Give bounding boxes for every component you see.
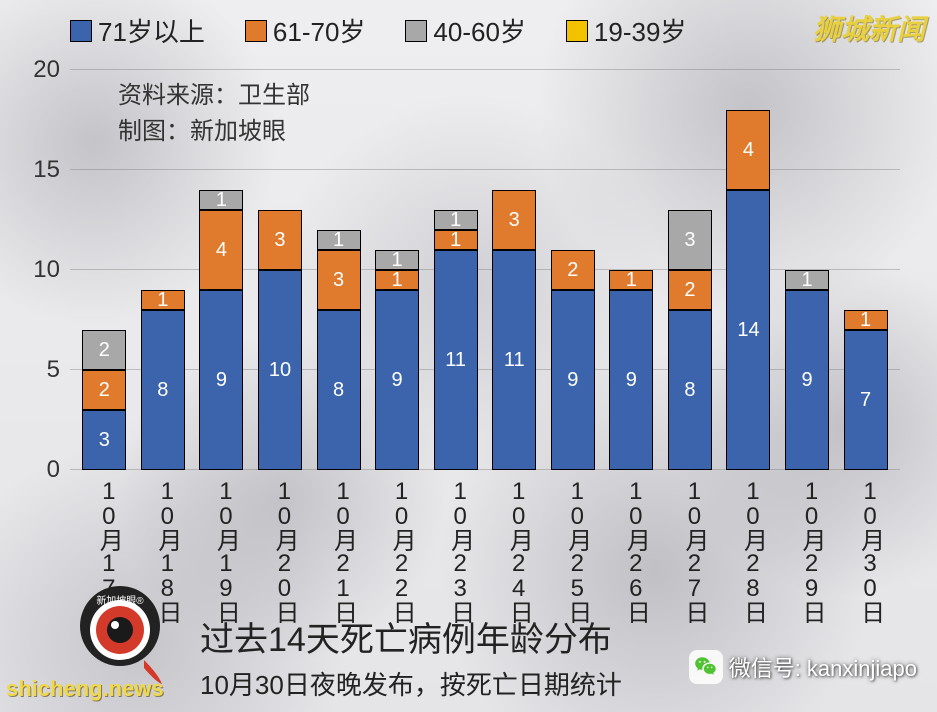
bar-stack: 113 [492, 190, 536, 470]
bar-stack: 92 [551, 250, 595, 470]
legend-item: 61-70岁 [245, 12, 366, 49]
bars-container: 32281941103831911111111392918231449171 [70, 70, 900, 470]
legend-label: 61-70岁 [273, 12, 366, 49]
legend-item: 40-60岁 [405, 12, 526, 49]
bar-stack: 91 [785, 270, 829, 470]
bar-segment: 14 [726, 190, 770, 470]
bar-segment: 8 [141, 310, 185, 470]
chart-title: 过去14天死亡病例年龄分布 [200, 612, 622, 661]
bar-stack: 941 [199, 190, 243, 470]
legend-swatch [70, 20, 92, 42]
x-tick-label: 10月21日 [317, 478, 361, 622]
bar-segment: 1 [785, 270, 829, 290]
bar-segment: 3 [668, 210, 712, 270]
bar-stack: 1111 [434, 210, 478, 470]
x-tick-label: 10月19日 [199, 478, 243, 622]
bar-stack: 71 [844, 310, 888, 470]
x-tick-label: 10月28日 [726, 478, 770, 622]
legend-item: 19-39岁 [566, 12, 687, 49]
chart-subtitle: 10月30日夜晚发布，按死亡日期统计 [200, 665, 622, 702]
bar-stack: 103 [258, 210, 302, 470]
bar-stack: 322 [82, 330, 126, 470]
bar-segment: 9 [785, 290, 829, 470]
bar-segment: 3 [492, 190, 536, 250]
bar-segment: 1 [199, 190, 243, 210]
legend-label: 71岁以上 [98, 12, 205, 49]
bar-segment: 10 [258, 270, 302, 470]
y-tick-label: 20 [33, 56, 60, 84]
legend-label: 19-39岁 [594, 12, 687, 49]
bar-segment: 1 [141, 290, 185, 310]
wechat-watermark: 微信号: kanxinjiapo [689, 650, 917, 684]
legend-swatch [405, 20, 427, 42]
watermark-top-right: 狮城新闻 [813, 8, 925, 48]
y-tick-label: 5 [47, 356, 60, 384]
wechat-label: 微信号: kanxinjiapo [729, 651, 917, 683]
bar-segment: 11 [492, 250, 536, 470]
bar-stack: 81 [141, 290, 185, 470]
bar-stack: 911 [375, 250, 419, 470]
bar-segment: 7 [844, 330, 888, 470]
x-tick-label: 10月30日 [844, 478, 888, 622]
x-tick-label: 10月25日 [551, 478, 595, 622]
chart-plot-area: 05101520 3228194110383191111111139291823… [70, 70, 900, 470]
x-tick-label: 10月27日 [668, 478, 712, 622]
bar-segment: 9 [375, 290, 419, 470]
x-axis-labels: 10月17日10月18日10月19日10月20日10月21日10月22日10月2… [70, 478, 900, 622]
legend-swatch [245, 20, 267, 42]
title-block: 过去14天死亡病例年龄分布 10月30日夜晚发布，按死亡日期统计 [200, 612, 622, 702]
bar-segment: 2 [82, 330, 126, 370]
legend-swatch [566, 20, 588, 42]
x-tick-label: 10月29日 [785, 478, 829, 622]
legend: 71岁以上 61-70岁 40-60岁 19-39岁 [70, 12, 686, 49]
bar-stack: 823 [668, 210, 712, 470]
legend-item: 71岁以上 [70, 12, 205, 49]
x-tick-label: 10月20日 [258, 478, 302, 622]
bar-segment: 9 [199, 290, 243, 470]
bar-segment: 2 [551, 250, 595, 290]
bar-segment: 2 [668, 270, 712, 310]
bar-segment: 9 [609, 290, 653, 470]
bar-stack: 831 [317, 230, 361, 470]
y-tick-label: 10 [33, 256, 60, 284]
x-tick-label: 10月22日 [375, 478, 419, 622]
bar-segment: 3 [317, 250, 361, 310]
bar-segment: 1 [609, 270, 653, 290]
bar-segment: 11 [434, 250, 478, 470]
y-tick-label: 15 [33, 156, 60, 184]
bar-segment: 4 [199, 210, 243, 290]
bar-segment: 2 [82, 370, 126, 410]
wechat-icon [689, 650, 723, 684]
legend-label: 40-60岁 [433, 12, 526, 49]
bar-segment: 9 [551, 290, 595, 470]
x-tick-label: 10月24日 [492, 478, 536, 622]
bar-segment: 1 [375, 270, 419, 290]
y-tick-label: 0 [47, 456, 60, 484]
bar-segment: 1 [317, 230, 361, 250]
bar-segment: 1 [375, 250, 419, 270]
bar-segment: 8 [317, 310, 361, 470]
x-tick-label: 10月26日 [609, 478, 653, 622]
bar-segment: 1 [434, 210, 478, 230]
bar-segment: 3 [258, 210, 302, 270]
watermark-bottom-left: shicheng.news [6, 676, 164, 702]
bar-segment: 4 [726, 110, 770, 190]
bar-stack: 91 [609, 270, 653, 470]
bar-segment: 1 [844, 310, 888, 330]
bar-stack: 144 [726, 110, 770, 470]
x-tick-label: 10月23日 [434, 478, 478, 622]
bar-segment: 1 [434, 230, 478, 250]
bar-segment: 8 [668, 310, 712, 470]
bar-segment: 3 [82, 410, 126, 470]
